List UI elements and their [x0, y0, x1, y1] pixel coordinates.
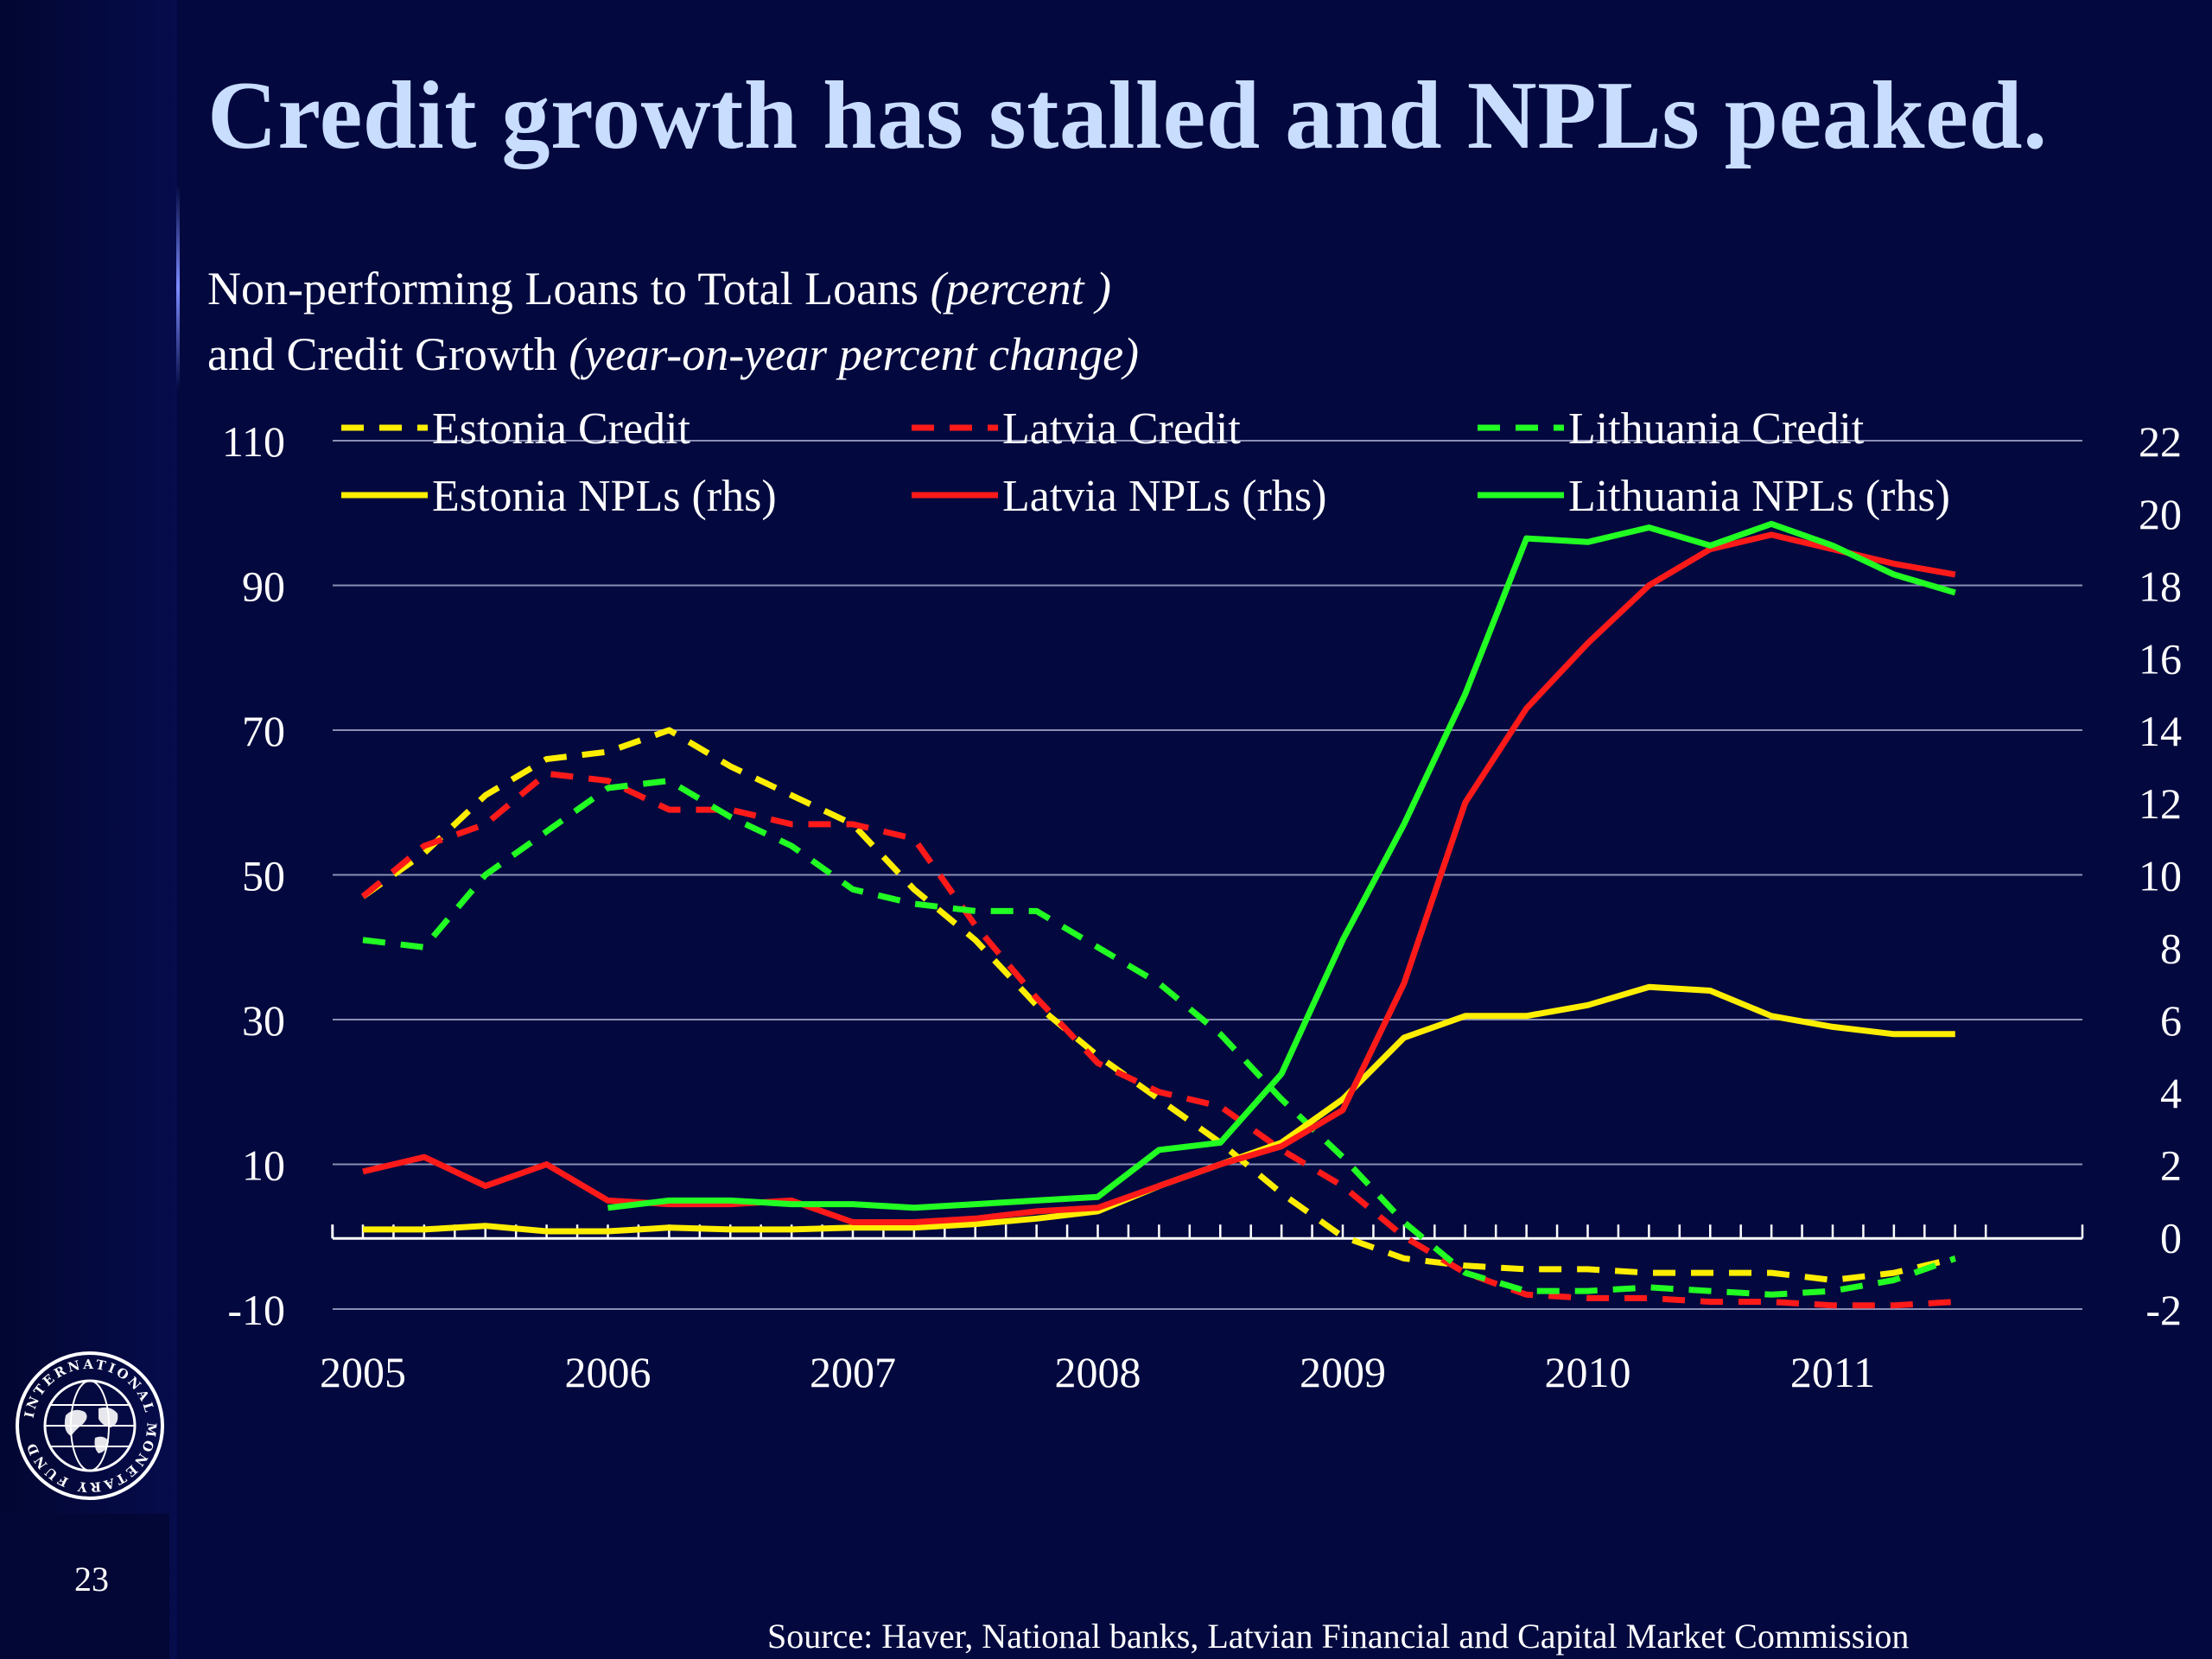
legend-label: Estonia NPLs (rhs) [432, 472, 777, 521]
series-line-latvia-credit [360, 770, 1956, 1309]
y-left-tick-label: 10 [242, 1141, 285, 1190]
y-left-tick-label: 50 [242, 852, 285, 900]
subtitle-npl-text: Non-performing Loans to Total Loans [207, 263, 919, 315]
page-number: 23 [74, 1560, 109, 1599]
accent-rule [176, 186, 180, 389]
x-tick-label: 2008 [1055, 1348, 1141, 1396]
y-right-tick-label: 4 [2160, 1069, 2182, 1117]
series-line-lithuania-npls-rhs- [607, 520, 1956, 1211]
x-tick-label: 2011 [1790, 1348, 1875, 1396]
slide-title: Credit growth has stalled and NPLs peake… [207, 62, 2048, 169]
y-right-tick-label: 20 [2139, 490, 2182, 538]
x-tick-label: 2005 [320, 1348, 406, 1396]
source-note: Source: Haver, National banks, Latvian F… [767, 1617, 1910, 1656]
y-right-tick-label: 10 [2139, 852, 2182, 900]
imf-seal-logo: INTERNATIONAL MONETARY FUND [16, 1351, 164, 1500]
legend-label: Lithuania NPLs (rhs) [1568, 472, 1950, 521]
x-tick-label: 2009 [1300, 1348, 1386, 1396]
legend-label: Lithuania Credit [1568, 404, 1865, 454]
chart-subtitle: Non-performing Loans to Total Loans (per… [207, 256, 1139, 387]
y-right-tick-label: 8 [2160, 924, 2182, 972]
y-right-tick-label: 16 [2139, 634, 2182, 683]
legend-label: Latvia Credit [1002, 404, 1241, 454]
x-tick-label: 2006 [565, 1348, 652, 1396]
y-left-tick-label: 30 [242, 996, 285, 1045]
series-line-lithuania-credit [362, 778, 1956, 1298]
y-left-tick-label: 70 [242, 707, 285, 755]
x-tick-label: 2010 [1545, 1348, 1631, 1396]
y-right-tick-label: 6 [2160, 996, 2182, 1045]
y-right-tick-label: 18 [2139, 563, 2182, 611]
series-line-estonia-credit [360, 727, 1956, 1283]
legend-label: Estonia Credit [432, 404, 691, 454]
legend-label: Latvia NPLs (rhs) [1002, 472, 1326, 521]
y-left-tick-label: -10 [227, 1286, 285, 1334]
y-right-tick-label: 14 [2139, 707, 2182, 755]
x-tick-label: 2007 [810, 1348, 896, 1396]
y-right-tick-label: 0 [2160, 1213, 2182, 1262]
subtitle-npl-unit: (percent ) [930, 263, 1111, 315]
y-right-tick-label: 12 [2139, 779, 2182, 828]
y-left-tick-label: 110 [222, 417, 285, 466]
y-right-tick-label: 22 [2139, 417, 2182, 466]
series-line-latvia-npls-rhs- [362, 531, 1956, 1225]
subtitle-line-1: Non-performing Loans to Total Loans (per… [207, 256, 1139, 321]
page-number-box [0, 1514, 169, 1659]
subtitle-credit-text: and Credit Growth [207, 328, 557, 380]
subtitle-line-2: and Credit Growth (year-on-year percent … [207, 321, 1139, 387]
y-left-tick-label: 90 [242, 563, 285, 611]
y-right-tick-label: -2 [2145, 1286, 2182, 1334]
y-right-tick-label: 2 [2160, 1141, 2182, 1190]
subtitle-credit-unit: (year-on-year percent change) [569, 328, 1140, 380]
